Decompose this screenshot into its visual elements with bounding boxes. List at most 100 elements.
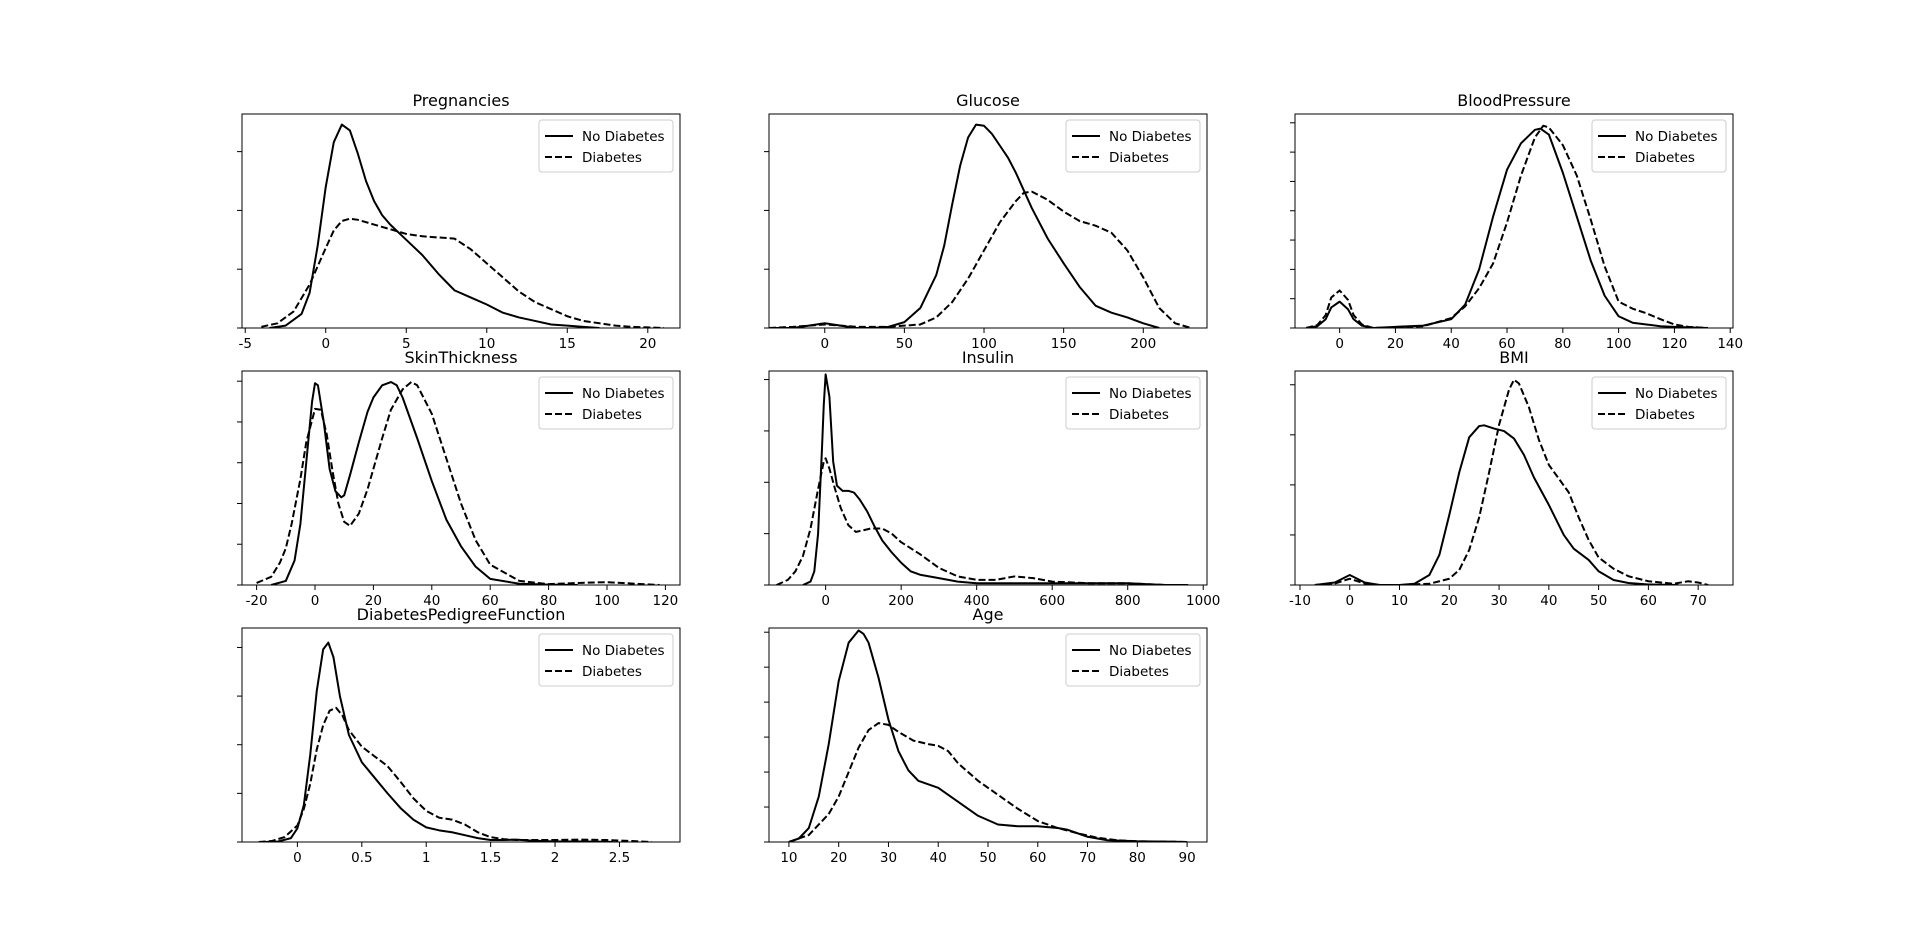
axes-frame [241,370,681,586]
x-tick-label: 40 [1540,593,1557,609]
x-tick-label: 70 [1079,850,1096,866]
x-tick-label: 90 [1178,850,1195,866]
x-tick-label: -5 [238,336,251,352]
series-line-no-diabetes [270,381,578,585]
legend-label: Diabetes [1109,407,1169,423]
legend-label: No Diabetes [582,129,665,145]
x-tick-label: 100 [971,336,997,352]
subplot-title: Age [973,605,1004,624]
x-tick-label: 20 [1387,336,1404,352]
x-tick-label: 10 [780,850,797,866]
x-tick-label: 60 [1640,593,1657,609]
x-tick-label: 100 [594,593,620,609]
x-tick-label: 50 [896,336,913,352]
subplot-title: DiabetesPedigreeFunction [357,605,566,624]
legend-box [538,119,674,173]
axes-frame [1294,370,1734,586]
subplot-title: Glucose [956,91,1020,110]
legend-box [1065,119,1201,173]
axes-frame [768,113,1208,329]
x-tick-label: 60 [482,593,499,609]
x-tick-label: 0 [820,336,829,352]
x-tick-label: 50 [1590,593,1607,609]
series-line-diabetes [256,381,660,585]
legend-label: Diabetes [582,664,642,680]
legend: No Diabetes Diabetes [538,633,674,687]
axes-frame [241,113,681,329]
legend-box [1591,119,1727,173]
series-line-no-diabetes [1314,424,1679,585]
legend-label: Diabetes [1109,664,1169,680]
x-tick-label: 40 [1443,336,1460,352]
series-line-diabetes [261,217,664,328]
subplot-skinthickness: SkinThickness -20 0 20 40 60 80 100 120 No Diabet… [237,348,681,609]
x-tick-label: 10 [478,336,495,352]
x-tick-label: 0 [293,850,302,866]
x-tick-label: 1000 [1186,593,1220,609]
x-tick-label: 120 [653,593,679,609]
x-tick-label: 80 [540,593,557,609]
series-line-no-diabetes [802,373,1189,585]
x-tick-label: 140 [1717,336,1743,352]
x-tick-label: 150 [1051,336,1077,352]
subplot-bloodpressure: BloodPressure 0 20 40 60 80 100 120 140 No Diabet… [1290,91,1743,352]
x-tick-label: 60 [1498,336,1515,352]
axes-frame [1294,113,1734,329]
subplot-title: BloodPressure [1457,91,1570,110]
legend: No Diabetes Diabetes [1591,376,1727,430]
series-line-no-diabetes [1306,127,1708,328]
series-line-no-diabetes [269,123,600,328]
x-tick-label: 30 [1490,593,1507,609]
legend-box [1065,376,1201,430]
legend: No Diabetes Diabetes [1065,376,1201,430]
x-tick-label: 80 [1554,336,1571,352]
x-tick-label: 2.5 [609,850,630,866]
subplot-title: Insulin [962,348,1014,367]
legend-label: No Diabetes [1109,129,1192,145]
legend: No Diabetes Diabetes [1065,633,1201,687]
x-tick-label: 0 [1335,336,1344,352]
x-tick-label: 800 [1115,593,1141,609]
legend-label: No Diabetes [582,386,665,402]
x-tick-label: 30 [880,850,897,866]
series-line-diabetes [1305,124,1708,328]
x-tick-label: 20 [365,593,382,609]
x-tick-label: 60 [1029,850,1046,866]
x-tick-label: 600 [1039,593,1065,609]
x-tick-label: 20 [1441,593,1458,609]
x-tick-label: 10 [1391,593,1408,609]
x-tick-label: -10 [1289,593,1311,609]
legend: No Diabetes Diabetes [1065,119,1201,173]
series-line-no-diabetes [265,641,614,842]
subplot-diabetespedigreefunction: DiabetesPedigreeFunction 0 0.5 1 1.5 2 2.5 No D… [237,605,681,866]
x-tick-label: 1 [422,850,431,866]
x-tick-label: 15 [559,336,576,352]
legend-label: Diabetes [582,150,642,166]
series-line-diabetes [788,722,1188,842]
x-tick-label: 200 [1130,336,1156,352]
subplot-insulin: Insulin 0 200 400 600 800 1000 No Diabetes Diabe… [764,348,1220,609]
subplot-glucose: Glucose 0 50 100 150 200 No Diabetes Diabetes [764,91,1208,352]
x-tick-label: 2 [551,850,560,866]
x-tick-label: 400 [964,593,990,609]
x-tick-label: 200 [888,593,914,609]
x-tick-label: 0 [311,593,320,609]
x-tick-label: 0 [821,593,830,609]
legend-label: No Diabetes [1109,386,1192,402]
x-tick-label: 70 [1690,593,1707,609]
legend-box [1591,376,1727,430]
legend: No Diabetes Diabetes [538,376,674,430]
series-line-diabetes [776,457,1189,585]
x-tick-label: 1.5 [480,850,501,866]
subplot-title: BMI [1499,348,1529,367]
x-tick-label: 20 [830,850,847,866]
axes-frame [241,627,681,843]
legend-label: Diabetes [1635,407,1695,423]
subplot-age: Age 10 20 30 40 50 60 70 80 90 No Diabetes Diabetes [764,605,1208,866]
x-tick-label: 0 [1345,593,1354,609]
legend-box [538,633,674,687]
subplot-title: Pregnancies [412,91,509,110]
axes-frame [768,370,1208,586]
x-tick-label: 120 [1662,336,1688,352]
